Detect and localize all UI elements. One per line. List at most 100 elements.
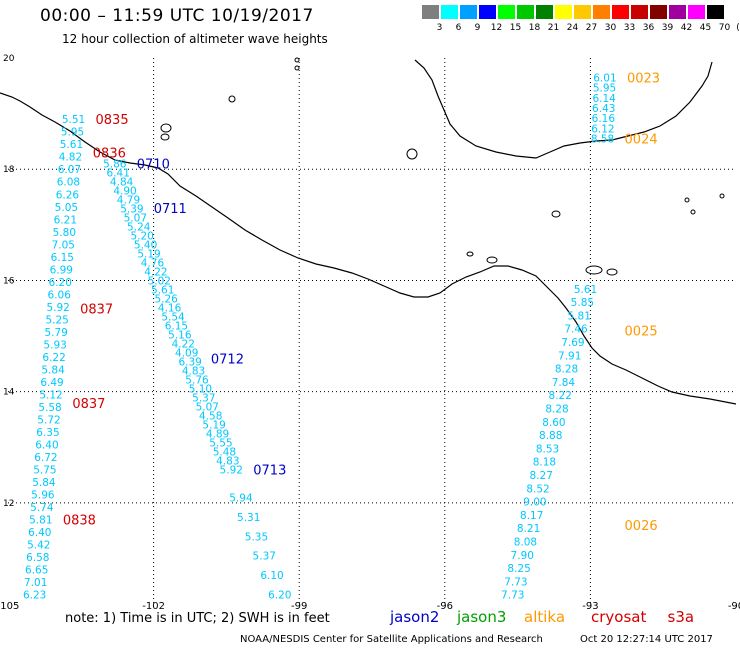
swh-value-label: 7.01: [24, 577, 47, 589]
swh-value-label: 5.92: [46, 302, 69, 314]
swh-value-label: 6.26: [56, 189, 80, 201]
swh-value-label: 5.12: [39, 389, 62, 401]
legend-swatch-6: [441, 5, 458, 19]
lake-outline: [294, 65, 300, 71]
swh-value-label: 8.28: [545, 403, 568, 415]
swh-value-label: 6.20: [268, 590, 291, 602]
gulf-coastline: [414, 59, 713, 159]
legend-swatch-9: [460, 5, 477, 19]
legend-label-24: 24: [566, 23, 579, 33]
swh-value-label: 5.35: [245, 531, 268, 543]
legend-label-18: 18: [528, 23, 541, 33]
y-tick-label: 20: [3, 54, 15, 64]
lake-outline: [406, 148, 418, 160]
swh-value-label: 5.96: [31, 490, 55, 502]
swh-value-label: 5.19: [137, 249, 160, 261]
pass-time-label: 0711: [154, 202, 187, 217]
legend-swatch-12: [479, 5, 496, 19]
swh-value-label: 5.48: [213, 447, 236, 459]
swh-value-label: 5.92: [220, 465, 243, 477]
legend-label-36: 36: [642, 23, 655, 33]
lake-outline: [160, 123, 172, 133]
swh-value-label: 8.58: [591, 134, 614, 146]
swh-value-label: 6.49: [40, 377, 63, 389]
legend-label-9: 9: [474, 23, 481, 33]
legend-swatch-24: [555, 5, 572, 19]
swh-value-label: 6.14: [592, 93, 616, 105]
swh-value-label: 4.22: [172, 339, 195, 351]
legend-swatch-39: [650, 5, 667, 19]
legend-swatch-36: [631, 5, 648, 19]
swh-value-label: 6.65: [25, 565, 48, 577]
swh-value-label: 5.16: [168, 330, 192, 342]
x-tick-label: -105: [0, 601, 19, 612]
lake-outline: [228, 95, 236, 103]
swh-value-label: 5.72: [37, 414, 60, 426]
swh-value-label: 5.80: [53, 227, 76, 239]
lake-outline: [684, 197, 690, 203]
legend-swatch-15: [498, 5, 515, 19]
swh-value-label: 5.84: [32, 477, 56, 489]
swh-value-label: 6.99: [50, 264, 73, 276]
swh-value-label: 6.22: [42, 352, 65, 364]
swh-value-label: 8.53: [536, 443, 559, 455]
swh-value-label: 6.20: [49, 277, 72, 289]
swh-value-label: 5.61: [151, 285, 174, 297]
swh-value-label: 6.21: [54, 214, 77, 226]
swh-value-label: 5.61: [574, 284, 597, 296]
swh-value-label: 7.90: [511, 550, 534, 562]
swh-value-label: 8.88: [539, 430, 562, 442]
lake-outline: [466, 251, 474, 257]
swh-value-label: 8.08: [514, 536, 537, 548]
swh-value-label: 5.37: [253, 551, 276, 563]
map-subtitle: 12 hour collection of altimeter wave hei…: [62, 32, 328, 46]
swh-value-label: 5.07: [196, 402, 219, 414]
swh-value-label: 6.39: [178, 357, 201, 369]
swh-value-label: 8.18: [533, 457, 556, 469]
swh-value-label: 6.40: [28, 527, 51, 539]
swh-value-label: 5.94: [229, 492, 253, 504]
swh-value-label: 7.05: [52, 239, 75, 251]
swh-value-label: 6.10: [260, 570, 283, 582]
legend-swatch-30: [593, 5, 610, 19]
swh-value-label: 8.52: [526, 483, 549, 495]
satellite-legend-s3a: s3a: [667, 608, 695, 626]
x-tick-label: -96: [437, 601, 453, 612]
pass-time-label: 0713: [253, 464, 286, 479]
swh-value-label: 4.58: [199, 411, 222, 423]
swh-value-label: 5.74: [30, 502, 54, 514]
legend-label-42: 42: [680, 23, 693, 33]
swh-value-label: 5.85: [571, 297, 594, 309]
legend-label-15: 15: [509, 23, 522, 33]
legend-swatch-27: [574, 5, 591, 19]
swh-value-label: 6.23: [23, 590, 46, 602]
y-tick-label: 12: [3, 499, 14, 509]
swh-value-label: 5.24: [127, 222, 151, 234]
swh-value-label: 8.17: [520, 510, 543, 522]
legend-swatch-33: [612, 5, 629, 19]
swh-value-label: 6.41: [107, 168, 130, 180]
swh-value-label: 7.91: [558, 350, 581, 362]
swh-value-label: 4.22: [144, 267, 167, 279]
swh-value-label: 7.69: [561, 337, 584, 349]
swh-value-label: 6.01: [593, 72, 616, 84]
swh-value-label: 4.82: [59, 152, 82, 164]
swh-value-label: 5.37: [192, 393, 215, 405]
swh-value-label: 5.10: [189, 384, 212, 396]
swh-value-label: 5.95: [61, 127, 84, 139]
pass-time-label: 0835: [96, 113, 129, 128]
lake-outline: [160, 133, 170, 141]
legend-label-12: 12: [490, 23, 503, 33]
swh-value-label: 5.31: [237, 512, 260, 524]
swh-value-label: 7.84: [552, 377, 576, 389]
x-tick-label: -93: [582, 601, 598, 612]
x-tick-label: -102: [142, 601, 165, 612]
swh-value-label: 5.20: [130, 231, 153, 243]
legend-swatch-3: [422, 5, 439, 19]
pass-time-label: 0023: [627, 71, 660, 86]
swh-value-label: 5.42: [27, 540, 50, 552]
legend-label-6: 6: [455, 23, 462, 33]
swh-value-label: 5.51: [62, 114, 85, 126]
swh-value-label: 5.07: [124, 213, 147, 225]
